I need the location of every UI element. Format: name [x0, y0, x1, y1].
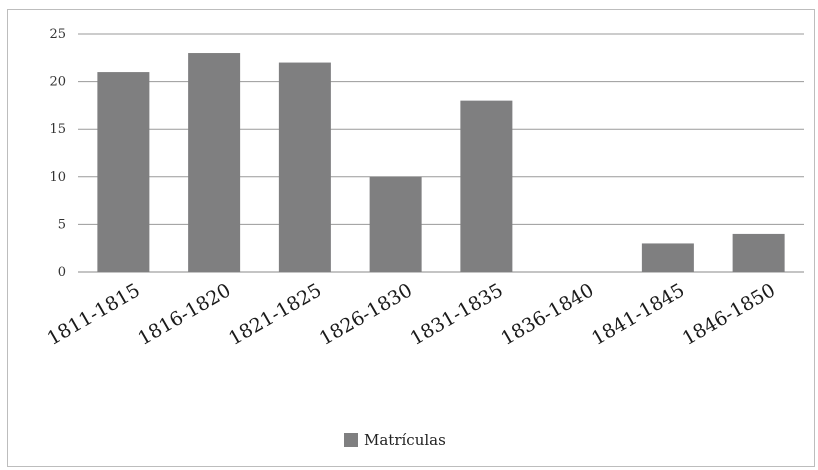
x-tick-label: 1846-1850 — [679, 279, 779, 350]
y-tick-label: 5 — [58, 217, 66, 232]
legend-label: Matrículas — [364, 431, 446, 449]
x-tick-label: 1826-1830 — [316, 279, 416, 350]
y-tick-label: 0 — [58, 265, 66, 280]
bar-1846-1850 — [732, 233, 785, 272]
y-axis-ticks: 0 5 10 15 20 25 — [49, 27, 66, 280]
legend-swatch — [344, 433, 358, 447]
bar-1821-1825 — [278, 62, 331, 273]
bar-1816-1820 — [188, 53, 241, 272]
x-tick-label: 1831-1835 — [407, 279, 507, 350]
x-tick-label: 1816-1820 — [134, 279, 234, 350]
x-axis-ticks: 1811-18151816-18201821-18251826-18301831… — [44, 279, 780, 350]
bar-1841-1845 — [641, 243, 694, 272]
y-tick-label: 25 — [49, 27, 66, 42]
legend: Matrículas — [344, 431, 446, 449]
bars — [97, 53, 785, 273]
gridlines — [78, 33, 804, 273]
x-tick-label: 1811-1815 — [44, 279, 144, 350]
bar-1826-1830 — [369, 176, 422, 272]
bar-1831-1835 — [460, 100, 513, 272]
y-tick-label: 10 — [49, 170, 66, 185]
x-tick-label: 1821-1825 — [225, 279, 325, 350]
y-tick-label: 20 — [49, 75, 66, 90]
bar-1811-1815 — [97, 72, 150, 272]
x-tick-label: 1841-1845 — [588, 279, 688, 350]
y-tick-label: 15 — [49, 122, 66, 137]
x-tick-label: 1836-1840 — [497, 279, 597, 350]
